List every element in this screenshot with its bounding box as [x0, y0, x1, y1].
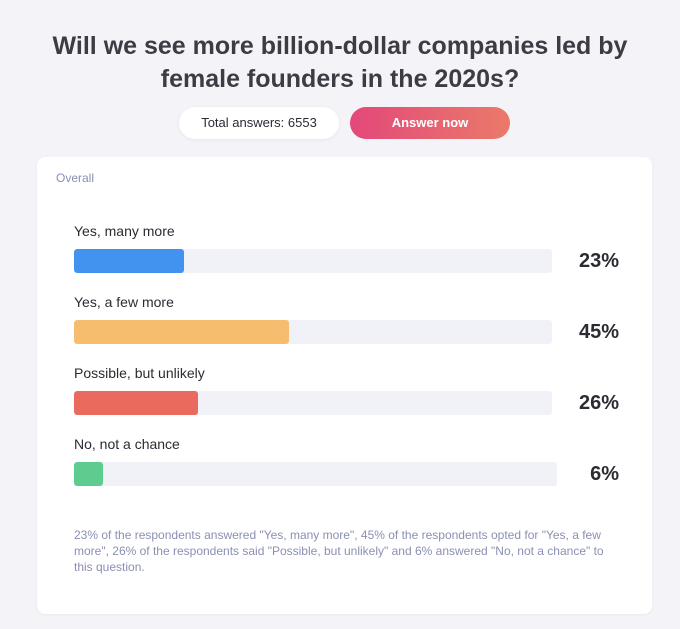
bar-yes-many-more	[74, 249, 184, 273]
result-row-possible-but-unlikely: Possible, but unlikely 26%	[74, 365, 619, 420]
bar-track	[74, 320, 552, 344]
result-row-yes-many-more: Yes, many more 23%	[74, 223, 619, 278]
percent-label: 45%	[578, 321, 619, 343]
option-label: No, not a chance	[74, 436, 180, 452]
results-card: Overall Yes, many more 23% Yes, a few mo…	[37, 157, 652, 614]
bar-track	[74, 249, 552, 273]
bar-track	[74, 391, 552, 415]
percent-label: 6%	[590, 463, 619, 485]
bar-possible-but-unlikely	[74, 391, 199, 415]
results-summary: 23% of the respondents answered "Yes, ma…	[74, 528, 604, 574]
poll-actions: Total answers: 6553 Answer now	[0, 107, 680, 139]
option-label: Yes, many more	[74, 223, 175, 239]
overall-label: Overall	[56, 171, 95, 185]
poll-title: Will we see more billion-dollar companie…	[52, 32, 628, 93]
percent-label: 26%	[578, 392, 619, 414]
result-row-yes-a-few-more: Yes, a few more 45%	[74, 294, 619, 349]
total-answers-badge: Total answers: 6553	[179, 107, 339, 139]
bar-no-not-a-chance	[74, 462, 103, 486]
answer-now-button[interactable]: Answer now	[350, 107, 510, 139]
result-row-no-not-a-chance: No, not a chance 6%	[74, 436, 619, 491]
option-label: Yes, a few more	[74, 294, 174, 310]
option-label: Possible, but unlikely	[74, 365, 205, 381]
percent-label: 23%	[578, 250, 619, 272]
bar-track	[74, 462, 557, 486]
bar-yes-a-few-more	[74, 320, 290, 344]
